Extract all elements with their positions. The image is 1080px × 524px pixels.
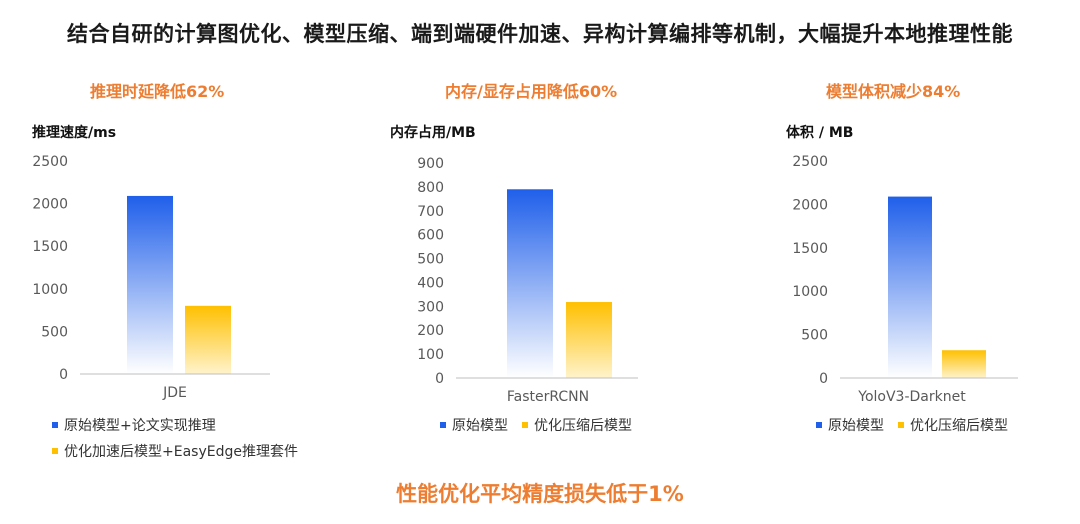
bar-original	[127, 195, 173, 374]
y-axis-label: 体积 / MB	[786, 125, 854, 141]
bar-original	[888, 196, 932, 378]
chart-legend: 原始模型 优化压缩后模型	[440, 415, 646, 441]
y-tick-label: 600	[417, 228, 444, 244]
y-tick-label: 1500	[792, 241, 828, 257]
legend-label: 原始模型	[828, 418, 884, 434]
latency-chart-panel: 推理时延降低62% 推理速度/ms 0 500 1000 1500 2000 2500 JD…	[30, 78, 380, 473]
y-tick-label: 0	[435, 371, 444, 387]
y-axis-label: 推理速度/ms	[32, 125, 117, 141]
y-tick-label: 300	[417, 299, 444, 315]
legend-swatch	[52, 448, 58, 454]
y-tick-label: 700	[417, 204, 444, 220]
y-tick-label: 0	[59, 367, 68, 383]
chart-title: 推理时延降低62%	[90, 82, 225, 101]
chart-legend: 原始模型+论文实现推理优化加速后模型+EasyEdge推理套件	[52, 415, 298, 467]
legend-label: 优化压缩后模型	[534, 418, 632, 434]
y-tick-label: 200	[417, 323, 444, 339]
legend-label: 优化加速后模型+EasyEdge推理套件	[64, 444, 298, 460]
legend-label: 优化压缩后模型	[910, 418, 1008, 434]
latency-bar-chart: 0 500 1000 1500 2000 2500 JDE	[32, 154, 270, 401]
legend-swatch	[816, 422, 822, 428]
y-tick-label: 100	[417, 347, 444, 363]
y-tick-label: 500	[417, 252, 444, 268]
y-axis-label: 内存占用/MB	[390, 125, 476, 141]
size-bar-chart: 0 500 1000 1500 2000 2500 YoloV3-Darknet	[792, 154, 1018, 405]
legend-item: 原始模型	[816, 415, 884, 435]
y-tick-label: 900	[417, 156, 444, 172]
y-tick-label: 2500	[32, 154, 68, 170]
y-tick-label: 2000	[32, 197, 68, 213]
legend-item: 优化压缩后模型	[898, 415, 1008, 435]
y-tick-label: 2000	[792, 197, 828, 213]
legend-swatch	[440, 422, 446, 428]
x-category-label: YoloV3-Darknet	[857, 389, 966, 405]
legend-item: 优化加速后模型+EasyEdge推理套件	[52, 441, 298, 461]
chart-title: 内存/显存占用降低60%	[445, 82, 618, 101]
y-tick-label: 0	[819, 371, 828, 387]
page-footer: 性能优化平均精度损失低于1%	[396, 482, 684, 506]
size-chart-panel: 模型体积减少84% 体积 / MB 0 500 1000 1500 2000 2500 Yo…	[758, 78, 1080, 473]
bar-original	[507, 189, 553, 378]
bar-optimized	[942, 350, 986, 378]
bar-optimized	[185, 305, 231, 374]
y-tick-label: 800	[417, 180, 444, 196]
y-tick-label: 2500	[792, 154, 828, 170]
y-tick-label: 400	[417, 275, 444, 291]
y-tick-label: 1500	[32, 239, 68, 255]
legend-swatch	[898, 422, 904, 428]
legend-item: 优化压缩后模型	[522, 415, 632, 435]
chart-legend: 原始模型 优化压缩后模型	[816, 415, 1022, 441]
legend-swatch	[522, 422, 528, 428]
x-category-label: FasterRCNN	[507, 389, 589, 405]
bar-optimized	[566, 302, 612, 378]
legend-item: 原始模型	[440, 415, 508, 435]
y-tick-label: 1000	[32, 282, 68, 298]
legend-label: 原始模型+论文实现推理	[64, 418, 216, 434]
y-tick-label: 500	[41, 324, 68, 340]
legend-label: 原始模型	[452, 418, 508, 434]
legend-item: 原始模型+论文实现推理	[52, 415, 298, 435]
x-category-label: JDE	[162, 385, 187, 401]
chart-title: 模型体积减少84%	[826, 82, 961, 101]
page-headline: 结合自研的计算图优化、模型压缩、端到端硬件加速、异构计算编排等机制，大幅提升本地…	[67, 22, 1013, 46]
memory-chart-panel: 内存/显存占用降低60% 内存占用/MB 0 100 200 300 400 500 600…	[388, 78, 738, 473]
y-tick-label: 500	[801, 328, 828, 344]
legend-swatch	[52, 422, 58, 428]
y-tick-label: 1000	[792, 284, 828, 300]
memory-bar-chart: 0 100 200 300 400 500 600 700 800 900 FasterRCNN	[417, 156, 638, 405]
